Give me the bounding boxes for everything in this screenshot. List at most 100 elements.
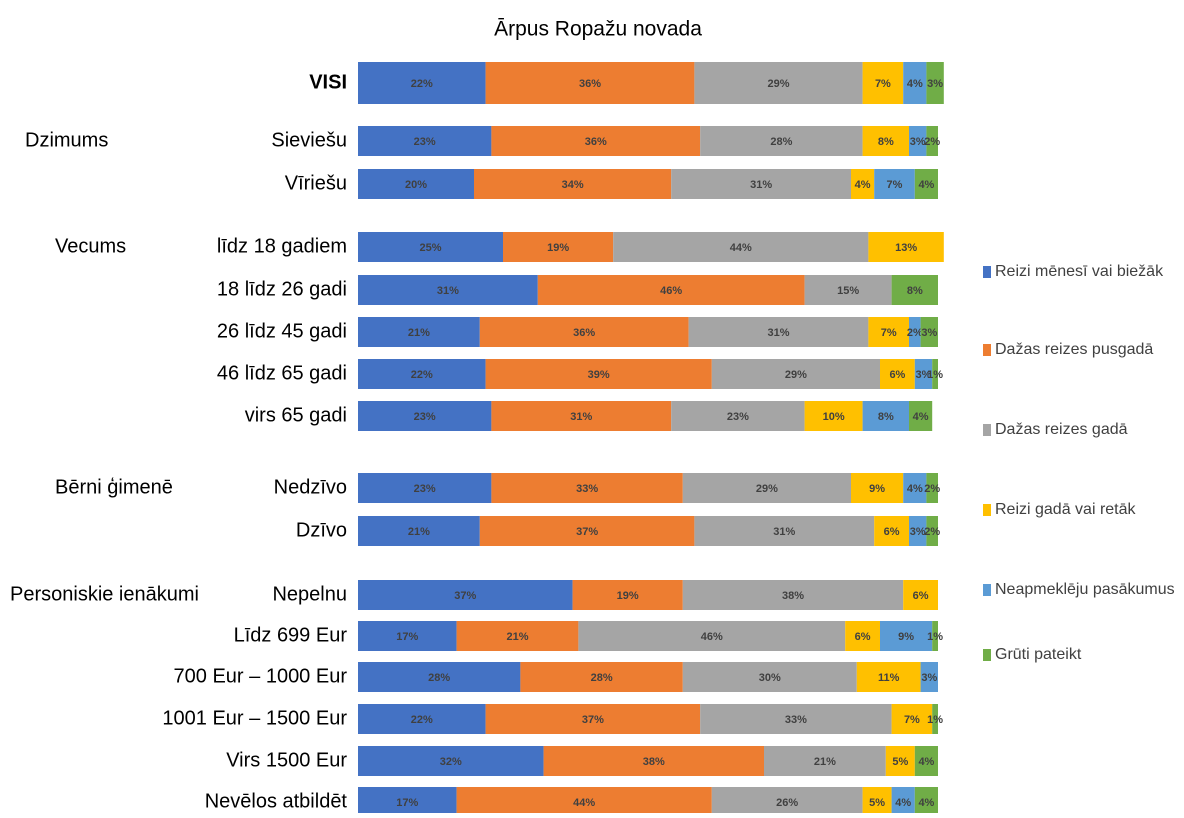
category-label: 1001 Eur – 1500 Eur bbox=[162, 707, 347, 729]
value-label: 30% bbox=[759, 672, 781, 684]
bar-segment bbox=[914, 746, 938, 776]
legend-label: Reizi mēnesī vai biežāk bbox=[995, 263, 1164, 280]
bar-segment bbox=[851, 169, 875, 199]
bar-segment bbox=[358, 516, 480, 546]
value-label: 3% bbox=[921, 327, 937, 339]
value-label: 20% bbox=[405, 179, 427, 191]
bar-segment bbox=[932, 359, 938, 389]
bar-segment bbox=[358, 746, 544, 776]
value-label: 19% bbox=[617, 590, 639, 602]
bar-segment bbox=[932, 704, 938, 734]
bar-segment bbox=[358, 359, 486, 389]
bar-segment bbox=[671, 169, 851, 199]
bar-segment bbox=[694, 516, 875, 546]
bar-segment bbox=[358, 232, 503, 262]
value-label: 44% bbox=[730, 242, 752, 254]
value-label: 2% bbox=[907, 327, 923, 339]
bar-segment bbox=[694, 62, 863, 104]
value-label: 4% bbox=[907, 483, 923, 495]
bar-segment bbox=[358, 473, 492, 503]
value-label: 2% bbox=[924, 483, 940, 495]
category-label: 26 līdz 45 gadi bbox=[217, 320, 347, 342]
value-label: 3% bbox=[916, 369, 932, 381]
value-label: 4% bbox=[918, 179, 934, 191]
category-label: VISI bbox=[309, 71, 347, 93]
bar-segment bbox=[358, 662, 521, 692]
value-label: 34% bbox=[562, 179, 584, 191]
value-label: 8% bbox=[907, 285, 923, 297]
value-label: 3% bbox=[927, 78, 943, 90]
bar-segment bbox=[456, 787, 712, 817]
chart-title: Ārpus Ropažu novada bbox=[494, 18, 702, 41]
value-label: 11% bbox=[878, 672, 900, 684]
bar-segment bbox=[909, 317, 921, 347]
value-label: 37% bbox=[454, 590, 476, 602]
group-label: Dzimums bbox=[25, 129, 108, 151]
value-label: 28% bbox=[428, 672, 450, 684]
value-label: 37% bbox=[582, 714, 604, 726]
bar-segment bbox=[920, 662, 938, 692]
bar-segment bbox=[491, 401, 672, 431]
bar-segment bbox=[682, 662, 857, 692]
category-label: Līdz 699 Eur bbox=[234, 624, 348, 646]
value-label: 13% bbox=[895, 242, 917, 254]
value-label: 29% bbox=[767, 78, 789, 90]
bar-segment bbox=[862, 126, 909, 156]
bar-segment bbox=[474, 169, 672, 199]
value-label: 23% bbox=[727, 411, 749, 423]
value-label: 46% bbox=[701, 631, 723, 643]
value-label: 7% bbox=[875, 78, 891, 90]
category-label: Vīriešu bbox=[285, 172, 347, 194]
bar-segment bbox=[764, 746, 886, 776]
bar-segment bbox=[926, 126, 938, 156]
bar-segment bbox=[682, 473, 851, 503]
value-label: 6% bbox=[889, 369, 905, 381]
bar-segment bbox=[920, 317, 938, 347]
value-label: 6% bbox=[884, 526, 900, 538]
category-label: Nedzīvo bbox=[274, 476, 347, 498]
bar-segment bbox=[880, 359, 915, 389]
value-label: 39% bbox=[588, 369, 610, 381]
bar-segment bbox=[688, 317, 869, 347]
value-label: 17% bbox=[396, 797, 418, 809]
bar-segment bbox=[903, 580, 938, 610]
value-label: 36% bbox=[573, 327, 595, 339]
value-label: 38% bbox=[643, 756, 665, 768]
legend-swatch bbox=[983, 649, 991, 661]
value-label: 17% bbox=[396, 631, 418, 643]
legend-label: Dažas reizes gadā bbox=[995, 421, 1128, 438]
value-label: 22% bbox=[411, 369, 433, 381]
bar-segment bbox=[914, 359, 933, 389]
bar-segment bbox=[358, 787, 457, 817]
value-label: 31% bbox=[767, 327, 789, 339]
category-label: 700 Eur – 1000 Eur bbox=[174, 665, 348, 687]
bar-segment bbox=[572, 580, 683, 610]
category-label: virs 65 gadi bbox=[245, 404, 347, 426]
bar-segment bbox=[880, 621, 933, 651]
bar-segment bbox=[682, 580, 904, 610]
category-label: 46 līdz 65 gadi bbox=[217, 362, 347, 384]
bar-segment bbox=[358, 580, 573, 610]
bar-segment bbox=[358, 126, 492, 156]
value-label: 25% bbox=[419, 242, 441, 254]
value-label: 21% bbox=[408, 327, 430, 339]
value-label: 4% bbox=[895, 797, 911, 809]
value-label: 4% bbox=[855, 179, 871, 191]
legend-swatch bbox=[983, 344, 991, 356]
value-label: 6% bbox=[913, 590, 929, 602]
value-label: 21% bbox=[506, 631, 528, 643]
value-label: 23% bbox=[414, 483, 436, 495]
bar-segment bbox=[491, 473, 683, 503]
value-label: 36% bbox=[585, 136, 607, 148]
value-label: 1% bbox=[927, 631, 943, 643]
value-label: 44% bbox=[573, 797, 595, 809]
value-label: 7% bbox=[881, 327, 897, 339]
category-label: Dzīvo bbox=[296, 519, 347, 541]
bar-segment bbox=[914, 169, 938, 199]
category-label: Sieviešu bbox=[271, 129, 347, 151]
category-label: Nevēlos atbildēt bbox=[205, 790, 348, 812]
value-label: 21% bbox=[408, 526, 430, 538]
value-label: 37% bbox=[576, 526, 598, 538]
value-label: 7% bbox=[904, 714, 920, 726]
bar-segment bbox=[856, 662, 921, 692]
